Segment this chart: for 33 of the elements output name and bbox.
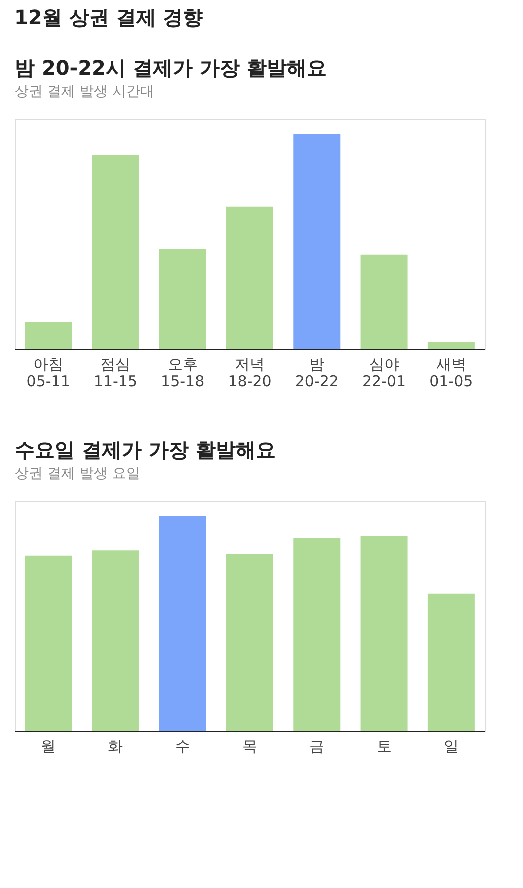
bar: [159, 249, 206, 349]
bar: [25, 556, 72, 731]
x-tick-label: 월: [41, 738, 56, 756]
x-tick-label: 밤 20-22: [295, 356, 339, 390]
chart-subtitle: 상권 결제 발생 시간대: [15, 84, 154, 100]
x-tick-label: 목: [242, 738, 258, 756]
bar: [92, 550, 140, 731]
x-tick-label: 저녁 18-20: [228, 356, 272, 390]
x-tick-label: 오후 15-18: [161, 356, 205, 390]
bar: [294, 134, 341, 349]
bar: [294, 538, 341, 731]
chart-subtitle: 상권 결제 발생 요일: [15, 466, 140, 482]
text: 12월 상권 결제 경향: [14, 6, 204, 30]
bar: [25, 322, 72, 349]
chart-title: 밤 20-22시 결제가 가장 활발해요: [15, 56, 327, 80]
bar: [428, 594, 475, 731]
x-tick-label: 금: [310, 738, 325, 756]
chart-title: 수요일 결제가 가장 활발해요: [15, 438, 276, 462]
bar: [226, 554, 274, 731]
bar: [428, 342, 475, 349]
x-tick-label: 아침 05-11: [26, 356, 70, 390]
x-tick-label: 수: [175, 738, 190, 756]
x-tick-label: 점심 11-15: [94, 356, 138, 390]
bar: [226, 206, 274, 349]
bar: [360, 254, 408, 349]
x-tick-label: 화: [108, 738, 124, 756]
bar: [360, 536, 408, 731]
x-tick-label: 심야 22-01: [362, 356, 406, 390]
bar: [159, 516, 206, 731]
x-tick-label: 새벽 01-05: [430, 356, 474, 390]
x-tick-label: 토: [376, 738, 392, 756]
bar: [92, 155, 140, 349]
x-tick-label: 일: [444, 738, 459, 756]
